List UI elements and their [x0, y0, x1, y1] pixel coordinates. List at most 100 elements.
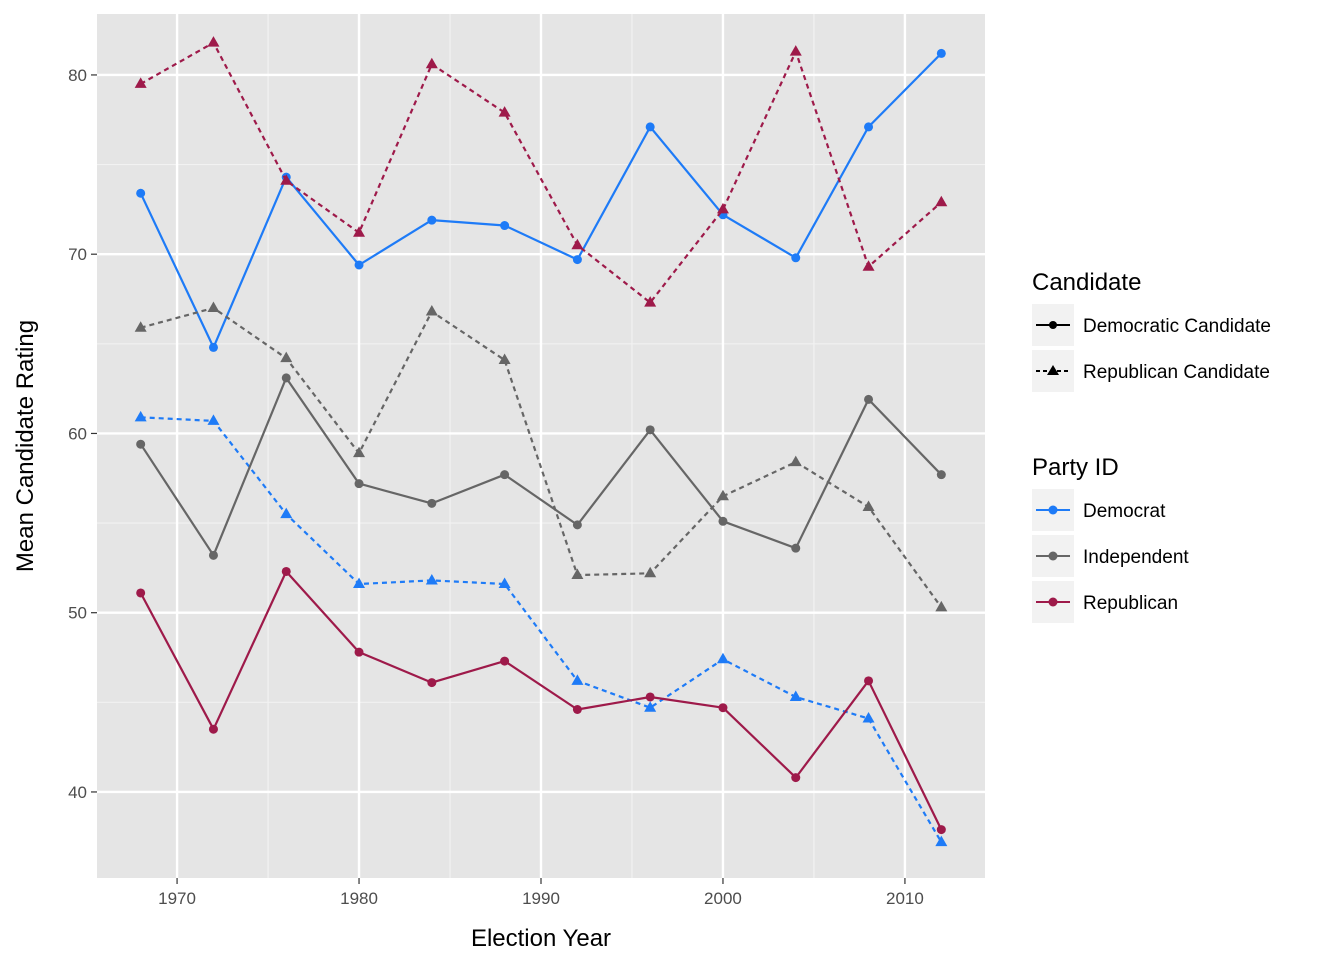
data-point-circle	[281, 373, 291, 383]
x-axis: 1970 1980 1990 2000 2010	[158, 878, 924, 908]
data-point-circle	[500, 656, 510, 666]
series-line-democrat-democratic-candidate	[139, 52, 943, 349]
data-point-circle	[136, 439, 146, 449]
data-point-triangle	[716, 489, 729, 501]
x-tick-label: 1990	[522, 889, 560, 908]
data-point-circle	[208, 724, 218, 734]
data-point-triangle	[571, 674, 584, 685]
data-point-triangle	[789, 690, 802, 701]
data-point-triangle	[862, 500, 875, 511]
data-point-triangle	[207, 301, 220, 312]
x-tick-label: 2010	[886, 889, 924, 908]
data-point-circle	[864, 676, 874, 686]
data-point-circle	[500, 221, 510, 231]
y-tick-label: 50	[68, 604, 87, 623]
y-axis-title: Mean Candidate Rating	[12, 320, 39, 572]
series-line-independent-democratic-candidate	[139, 376, 943, 557]
data-point-triangle	[644, 566, 657, 578]
x-tick-label: 1980	[340, 889, 378, 908]
data-point-circle	[936, 48, 946, 58]
x-tick-label: 1970	[158, 889, 196, 908]
data-point-triangle	[935, 600, 948, 612]
series-republican-republican-candidate	[134, 36, 948, 307]
legend-key-marker	[1048, 551, 1058, 561]
data-point-circle	[354, 260, 364, 270]
data-point-circle	[354, 479, 364, 489]
data-point-triangle	[207, 414, 220, 425]
data-point-triangle	[862, 260, 875, 271]
legend-label: Independent	[1083, 547, 1189, 568]
series-independent-republican-candidate	[134, 301, 948, 612]
data-point-triangle	[789, 455, 802, 467]
x-axis-title: Election Year	[471, 925, 611, 952]
legend-key-triangle-marker	[1047, 365, 1059, 375]
data-point-triangle	[644, 701, 657, 712]
data-point-circle	[718, 703, 728, 713]
data-point-triangle	[862, 711, 875, 723]
data-point-circle	[864, 394, 874, 404]
data-point-circle	[645, 692, 655, 702]
data-point-triangle	[280, 174, 293, 185]
data-point-circle	[208, 550, 218, 560]
data-point-circle	[936, 825, 946, 835]
series-line-republican-democratic-candidate	[139, 570, 943, 831]
data-point-triangle	[498, 577, 511, 589]
data-point-circle	[281, 566, 291, 576]
data-point-circle	[864, 122, 874, 132]
data-point-circle	[572, 705, 582, 715]
data-point-circle	[645, 122, 655, 132]
data-point-triangle	[425, 305, 438, 316]
legend-item-democratic-candidate: Democratic Candidate	[1032, 304, 1271, 346]
data-point-triangle	[716, 652, 729, 664]
data-point-triangle	[134, 410, 147, 422]
legend-key-circle-marker	[1049, 321, 1057, 329]
data-point-triangle	[353, 446, 366, 458]
legend-candidate-title: Candidate	[1032, 269, 1141, 296]
data-point-triangle	[571, 238, 584, 250]
data-point-triangle	[498, 353, 511, 364]
legend-item-independent: Independent	[1032, 535, 1189, 577]
data-point-triangle	[935, 195, 948, 207]
legend-item-republican: Republican	[1032, 581, 1178, 623]
y-axis: 40 50 60 70 80	[68, 66, 97, 802]
series-republican-democratic-candidate	[136, 566, 946, 835]
legend-key-marker	[1048, 597, 1058, 607]
data-point-circle	[791, 543, 801, 553]
data-point-triangle	[789, 45, 802, 56]
data-point-triangle	[571, 568, 584, 580]
data-point-circle	[936, 470, 946, 480]
data-point-circle	[427, 215, 437, 225]
legend-item-democrat: Democrat	[1032, 489, 1166, 531]
data-point-triangle	[498, 106, 511, 117]
legend-label: Democrat	[1083, 501, 1166, 522]
data-point-triangle	[425, 573, 438, 585]
data-point-circle	[645, 425, 655, 435]
y-tick-label: 70	[68, 245, 87, 264]
data-point-triangle	[134, 77, 147, 88]
data-point-triangle	[353, 226, 366, 237]
grid-major	[97, 14, 985, 878]
data-point-circle	[427, 498, 437, 508]
legend-party-id-title: Party ID	[1032, 454, 1119, 481]
data-point-circle	[718, 516, 728, 526]
data-point-circle	[572, 255, 582, 265]
legend-candidate: Candidate Democratic Candidate Republica…	[1032, 269, 1271, 392]
x-tick-label: 2000	[704, 889, 742, 908]
legend-item-republican-candidate: Republican Candidate	[1032, 350, 1270, 392]
series-independent-democratic-candidate	[136, 373, 946, 560]
data-point-triangle	[207, 36, 220, 47]
legend-key-marker	[1048, 505, 1058, 515]
legend-label: Democratic Candidate	[1083, 316, 1271, 337]
data-point-triangle	[280, 351, 293, 363]
data-point-triangle	[353, 577, 366, 589]
data-point-circle	[500, 470, 510, 480]
data-point-triangle	[425, 57, 438, 69]
legend-label: Republican	[1083, 593, 1178, 614]
data-point-triangle	[644, 296, 657, 307]
data-point-triangle	[716, 202, 729, 214]
data-point-circle	[136, 188, 146, 198]
y-tick-label: 40	[68, 783, 87, 802]
series-line-democrat-republican-candidate	[140, 416, 943, 843]
data-point-triangle	[935, 835, 948, 847]
